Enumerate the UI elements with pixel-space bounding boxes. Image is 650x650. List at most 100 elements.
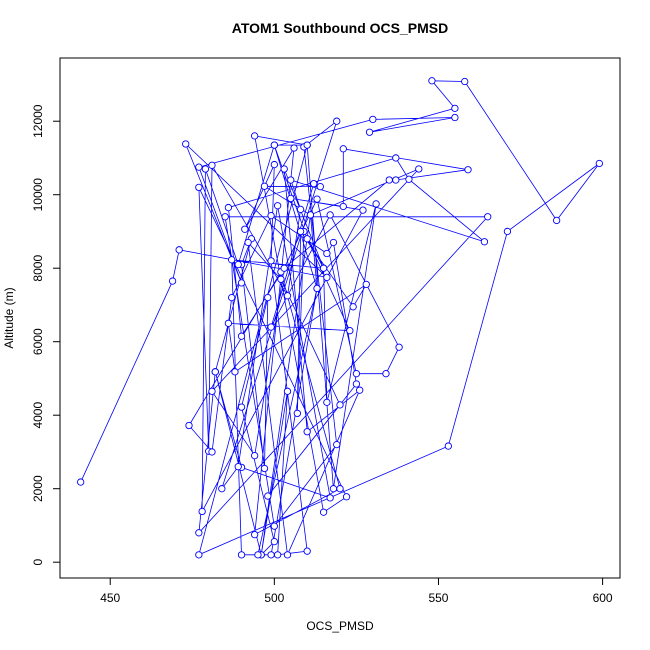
point <box>182 140 190 148</box>
point <box>339 145 347 153</box>
point <box>303 547 311 555</box>
point <box>369 115 377 124</box>
point <box>195 529 203 537</box>
point <box>244 238 252 247</box>
point <box>392 176 400 184</box>
point <box>237 403 246 411</box>
point <box>461 77 469 86</box>
point <box>234 463 242 471</box>
y-tick-label: 8000 <box>31 255 45 282</box>
point <box>316 182 324 191</box>
point <box>326 211 334 219</box>
point <box>372 200 380 208</box>
point <box>326 494 334 502</box>
point <box>480 238 489 246</box>
point <box>267 257 275 265</box>
y-tick-label: 10000 <box>31 178 45 212</box>
point <box>323 249 331 258</box>
point <box>231 368 239 376</box>
point <box>195 183 203 192</box>
point <box>198 507 206 516</box>
point <box>224 203 233 212</box>
point <box>228 256 236 264</box>
plot-box <box>59 57 621 579</box>
point <box>270 522 278 530</box>
point <box>221 213 229 221</box>
point <box>251 451 259 460</box>
point <box>319 264 328 272</box>
point <box>319 508 328 516</box>
point <box>208 161 216 169</box>
point <box>352 380 361 388</box>
point <box>267 212 275 220</box>
x-axis-label: OCS_PMSD <box>306 619 374 633</box>
point <box>306 211 315 219</box>
point <box>451 104 459 112</box>
point <box>323 273 331 282</box>
point <box>464 166 472 174</box>
point <box>428 77 436 85</box>
point <box>287 176 295 184</box>
point <box>267 551 275 559</box>
point <box>293 409 301 418</box>
point <box>260 464 269 473</box>
point <box>218 485 226 493</box>
point <box>208 448 216 456</box>
point <box>270 160 278 169</box>
point <box>333 117 341 125</box>
point <box>356 386 364 394</box>
point <box>254 551 262 559</box>
point <box>234 260 242 269</box>
point <box>296 227 305 236</box>
point <box>395 343 403 351</box>
point <box>264 492 272 500</box>
chart-title: ATOM1 Southbound OCS_PMSD <box>232 20 448 36</box>
point <box>296 205 305 214</box>
point <box>270 537 278 546</box>
y-tick-label: 12000 <box>31 104 45 138</box>
point <box>352 370 361 378</box>
series-line <box>80 80 600 557</box>
point <box>241 225 249 233</box>
x-tick-label: 450 <box>100 591 120 605</box>
x-tick-label: 600 <box>593 591 613 605</box>
point <box>415 165 423 173</box>
point <box>313 195 321 203</box>
point <box>260 182 269 190</box>
point <box>277 275 285 283</box>
point <box>287 194 295 203</box>
point <box>336 401 344 409</box>
point <box>336 485 344 493</box>
point <box>267 323 275 331</box>
point <box>208 387 216 395</box>
point <box>251 132 259 140</box>
point <box>280 264 288 272</box>
point <box>342 493 351 501</box>
point <box>283 551 292 559</box>
point <box>329 238 338 247</box>
point <box>346 327 354 335</box>
point <box>303 141 311 149</box>
point <box>273 202 282 210</box>
point <box>237 551 246 559</box>
point <box>385 176 393 184</box>
point <box>195 551 203 559</box>
point <box>237 279 246 287</box>
point <box>283 387 292 395</box>
point <box>168 277 177 285</box>
point <box>329 485 338 493</box>
point <box>313 284 321 293</box>
point <box>201 165 210 173</box>
y-tick-label: 6000 <box>31 328 45 355</box>
x-tick-label: 500 <box>264 591 284 605</box>
point <box>552 216 561 225</box>
point <box>175 246 183 254</box>
point <box>339 202 347 211</box>
point <box>333 440 341 449</box>
point <box>228 293 236 302</box>
y-tick-label: 0 <box>31 559 45 566</box>
point <box>283 292 292 300</box>
point <box>264 293 272 302</box>
point <box>365 128 374 136</box>
